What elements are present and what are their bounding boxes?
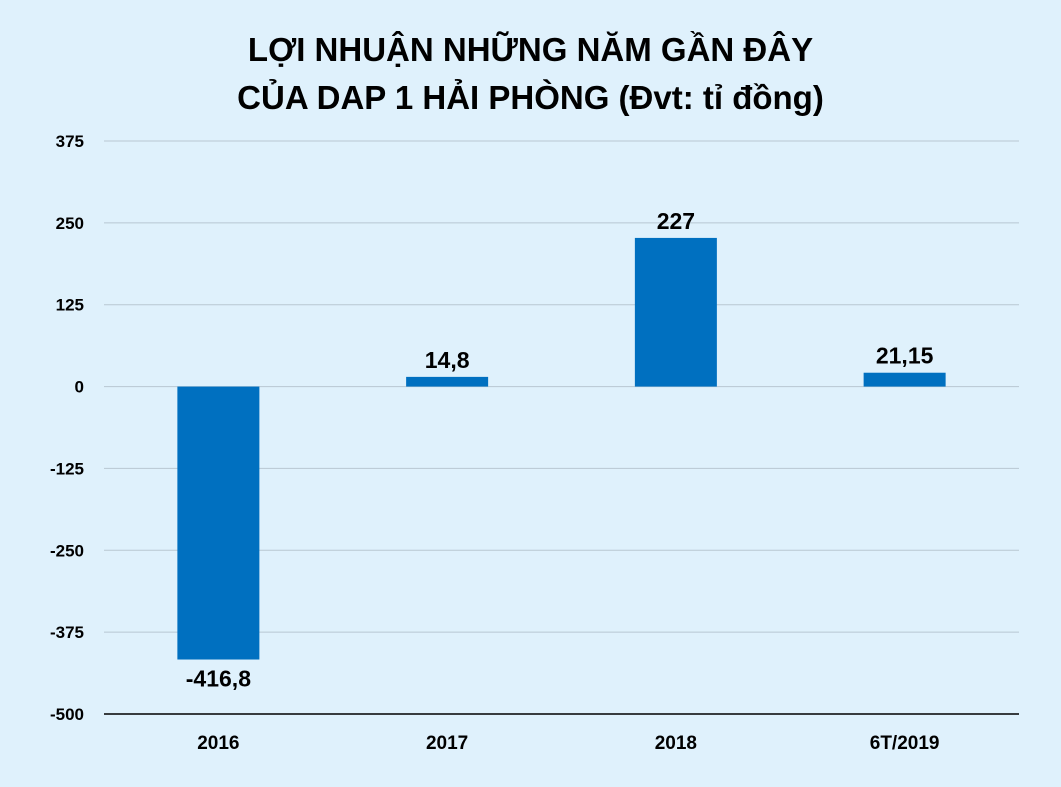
- y-axis-ticks: 375 250 125 0 -125 -250 -375 -500: [50, 132, 84, 724]
- data-label: -416,8: [186, 666, 251, 692]
- x-category-label: 2016: [197, 733, 239, 754]
- bar-2018: [634, 237, 717, 387]
- data-label: 21,15: [876, 343, 934, 369]
- y-tick-label: -375: [50, 623, 84, 642]
- y-tick-label: 375: [56, 132, 84, 151]
- bars: [177, 237, 946, 660]
- y-tick-label: -125: [50, 459, 84, 478]
- y-tick-label: 0: [75, 378, 84, 397]
- chart-subtitle: CỦA DAP 1 HẢI PHÒNG (Đvt: tỉ đồng): [237, 79, 824, 116]
- bar-2017: [406, 376, 489, 387]
- y-tick-label: 250: [56, 214, 84, 233]
- data-labels: -416,8 14,8 227 21,15: [186, 208, 934, 692]
- y-tick-label: -500: [50, 705, 84, 724]
- x-category-label: 2017: [426, 733, 468, 754]
- bar-2016: [177, 386, 260, 660]
- data-label: 14,8: [425, 347, 470, 373]
- x-category-label: 6T/2019: [870, 733, 940, 754]
- data-label: 227: [657, 208, 695, 234]
- x-category-label: 2018: [655, 733, 697, 754]
- bar-6t-2019: [863, 372, 946, 387]
- y-tick-label: 125: [56, 296, 84, 315]
- chart-title: LỢI NHUẬN NHỮNG NĂM GẦN ĐÂY: [247, 31, 814, 68]
- x-axis-categories: 2016 2017 2018 6T/2019: [197, 733, 939, 754]
- y-tick-label: -250: [50, 541, 84, 560]
